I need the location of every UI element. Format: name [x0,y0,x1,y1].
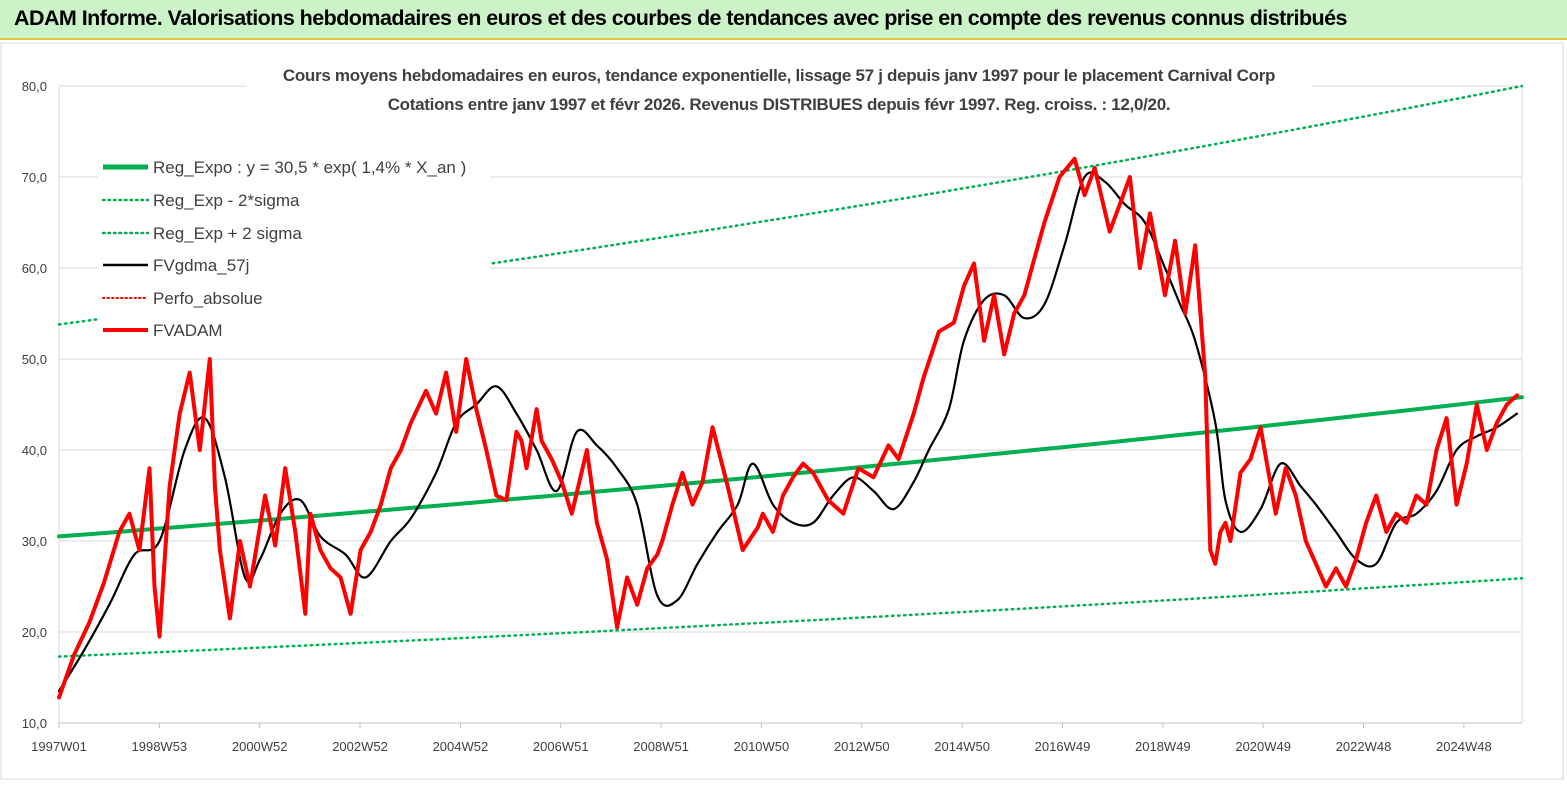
legend-label-perfo: Perfo_absolue [153,289,263,308]
title-background [246,62,1312,112]
y-tick-label: 60,0 [22,261,47,276]
x-tick-label: 2024W48 [1436,739,1492,754]
report-title: ADAM Informe. Valorisations hebdomadaire… [14,6,1348,30]
x-tick-label: 2014W50 [934,739,990,754]
x-tick-label: 2012W50 [834,739,890,754]
y-tick-label: 80,0 [22,79,47,94]
x-tick-label: 2022W48 [1336,739,1392,754]
x-tick-label: 2008W51 [633,739,689,754]
y-tick-label: 50,0 [22,352,47,367]
legend-label-reg-exp-minus: Reg_Exp - 2*sigma [153,191,300,210]
chart-title-line-2: Cotations entre janv 1997 et févr 2026. … [388,95,1171,114]
y-tick-label: 70,0 [22,170,47,185]
x-tick-label: 2010W50 [734,739,790,754]
x-axis-ticks: 1997W01 1998W53 2000W52 2002W52 2004W52 2006W… [31,723,1492,754]
x-tick-label: 2018W49 [1135,739,1191,754]
series-reg-expo [57,395,1524,539]
legend-label-fvadam: FVADAM [153,321,223,340]
x-tick-label: 1998W53 [132,739,188,754]
chart-title: Cours moyens hebdomadaires en euros, ten… [246,62,1312,114]
y-axis-ticks: 10,0 20,0 30,0 40,0 50,0 60,0 70,0 80,0 [22,79,47,731]
series-fvgdma-57j [57,171,1519,693]
x-tick-label: 2002W52 [332,739,388,754]
valuation-chart: 10,0 20,0 30,0 40,0 50,0 60,0 70,0 80,0 1997W01… [0,42,1564,780]
x-tick-label: 2020W49 [1235,739,1291,754]
x-tick-label: 2006W51 [533,739,589,754]
x-tick-label: 1997W01 [31,739,87,754]
series-fvadam [57,156,1519,700]
legend-background [98,148,490,344]
x-tick-label: 2016W49 [1035,739,1091,754]
y-tick-label: 40,0 [22,443,47,458]
y-tick-label: 10,0 [22,716,47,731]
series-reg-exp-minus-2sigma [57,577,1524,658]
y-tick-label: 30,0 [22,534,47,549]
legend-label-reg-exp-plus: Reg_Exp + 2 sigma [153,224,302,243]
legend: Reg_Expo : y = 30,5 * exp( 1,4% * X_an )… [98,148,490,344]
y-tick-label: 20,0 [22,625,47,640]
legend-label-fvgdma: FVgdma_57j [153,256,249,275]
plot-area: 10,0 20,0 30,0 40,0 50,0 60,0 70,0 80,0 1997W01… [0,42,1567,783]
report-banner: ADAM Informe. Valorisations hebdomadaire… [0,0,1567,40]
x-tick-label: 2004W52 [433,739,489,754]
gridlines [58,85,1523,724]
legend-label-reg-expo: Reg_Expo : y = 30,5 * exp( 1,4% * X_an ) [153,158,466,177]
x-tick-label: 2000W52 [232,739,288,754]
chart-title-line-1: Cours moyens hebdomadaires en euros, ten… [283,66,1275,85]
